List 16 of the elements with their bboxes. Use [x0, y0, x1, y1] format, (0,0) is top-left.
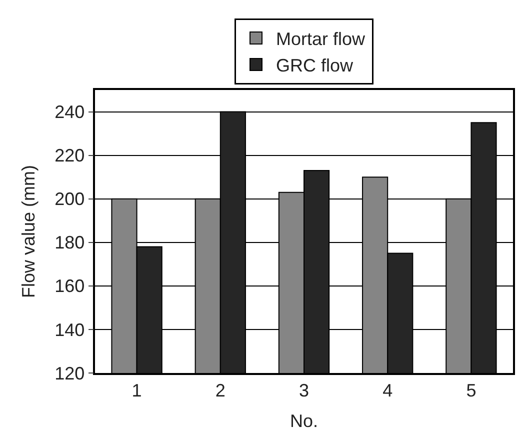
- x-tick-label: 3: [298, 380, 310, 400]
- y-axis-title: Flow value (mm): [18, 164, 38, 298]
- x-axis-title: No.: [290, 410, 318, 431]
- legend-label: Mortar flow: [276, 29, 366, 50]
- x-tick-label: 5: [466, 380, 476, 400]
- y-tick-label: 140: [54, 320, 85, 340]
- legend-label: GRC flow: [276, 55, 354, 76]
- y-tick-label: 240: [54, 102, 85, 122]
- x-tick-label: 4: [382, 380, 393, 400]
- y-tick-label: 180: [54, 232, 85, 253]
- x-tick-label: 2: [215, 380, 226, 400]
- y-tick-label: 200: [54, 189, 85, 210]
- y-tick-label: 120: [54, 363, 85, 384]
- y-tick-label: 160: [54, 276, 85, 296]
- x-tick-label: 1: [132, 380, 142, 400]
- y-tick-label: 220: [54, 146, 85, 166]
